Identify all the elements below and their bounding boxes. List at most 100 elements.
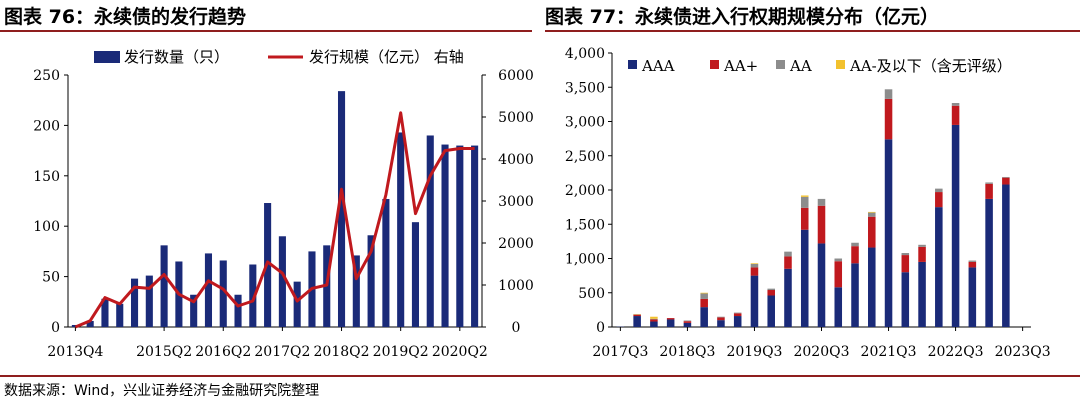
stacked-bar-aa (851, 242, 859, 247)
x-tick-label: 2020Q3 (793, 344, 849, 360)
issuance-count-bar (441, 144, 449, 327)
stacked-bar-aaplus (717, 317, 725, 321)
stacked-bar-aaa (666, 319, 675, 327)
issuance-size-line (74, 111, 475, 329)
stacked-bar-aa (683, 320, 692, 322)
stacked-bar-aaplus (935, 192, 943, 208)
issuance-count-bar (278, 236, 286, 327)
x-tick-label: 2020Q2 (432, 344, 488, 360)
y-left-tick-label: 150 (33, 169, 60, 185)
left-chart-title: 图表 76：永续债的发行趋势 (4, 6, 247, 28)
stacked-bar-aaplus (650, 319, 658, 322)
stacked-bar-aaa (951, 124, 960, 327)
stacked-bar-aaplus (968, 261, 977, 268)
stacked-bar-aaa (633, 316, 641, 327)
y-right-tick-label: 4000 (498, 152, 534, 168)
stacked-bar-aa (968, 260, 977, 262)
stacked-bar-aa- (868, 211, 876, 213)
stacked-bar-aa (901, 253, 910, 256)
stacked-bar-aaplus (901, 255, 910, 273)
issuance-count-bar (190, 294, 198, 327)
y-tick-label: 0 (596, 320, 605, 336)
stacked-bar-aa- (800, 195, 809, 197)
x-tick-label: 2016Q2 (195, 344, 251, 360)
stacked-bar-aaplus (851, 246, 859, 264)
x-tick-label: 2018Q3 (659, 344, 715, 360)
issuance-count-bar (249, 264, 257, 327)
y-left-tick-label: 0 (51, 320, 60, 336)
stacked-bar-aaa (767, 295, 775, 327)
stacked-bar-aa- (650, 316, 658, 319)
stacked-bar-aaa (817, 243, 826, 327)
y-right-tick-label: 0 (512, 320, 521, 336)
stacked-bar-aaplus (784, 256, 792, 269)
issuance-count-bar (426, 135, 434, 327)
stacked-bar-aa (817, 198, 826, 206)
legend-swatch (836, 60, 845, 69)
stacked-bar-aaplus (700, 298, 708, 308)
issuance-count-bar (234, 294, 242, 327)
title-rule-left (0, 30, 532, 32)
stacked-bar-aa- (700, 292, 708, 294)
stacked-bar-aa- (750, 263, 759, 264)
stacked-bar-aaplus (750, 267, 759, 276)
stacked-bar-aaplus (868, 216, 876, 248)
stacked-bar-aa (935, 188, 943, 193)
y-left-tick-label: 50 (42, 270, 60, 286)
y-tick-label: 4,000 (565, 46, 605, 62)
stacked-bar-aa (800, 196, 809, 208)
legend-swatch (710, 60, 719, 69)
stacked-bar-aaa (868, 247, 876, 327)
issuance-count-bar (411, 222, 420, 327)
stacked-bar-aa (733, 312, 742, 314)
legend-label-size: 发行规模（亿元） 右轴 (309, 48, 464, 66)
stacked-bar-aaa (784, 268, 792, 327)
legend-swatch (776, 60, 785, 69)
y-right-tick-label: 6000 (498, 68, 534, 84)
stacked-bar-aa (884, 89, 893, 99)
stacked-bar-aaa (700, 307, 708, 327)
stacked-bar-aa (700, 293, 708, 299)
x-tick-label: 2021Q3 (861, 344, 917, 360)
legend-swatch (628, 60, 637, 69)
y-right-tick-label: 5000 (498, 110, 534, 126)
x-tick-label: 2023Q3 (995, 344, 1051, 360)
stacked-bar-aaa (901, 272, 910, 327)
stacked-bar-aa (1002, 176, 1010, 178)
issuance-count-bar (204, 253, 213, 327)
stacked-bar-aaplus (817, 205, 826, 244)
y-tick-label: 500 (578, 286, 605, 302)
stacked-bar-aa (951, 103, 960, 106)
stacked-bar-aa (767, 288, 775, 291)
y-right-tick-label: 3000 (498, 194, 534, 210)
x-tick-label: 2013Q4 (47, 344, 103, 360)
stacked-bar-aaplus (834, 261, 843, 288)
stacked-bar-aaplus (767, 290, 775, 296)
stacked-bar-aa (918, 244, 926, 247)
issuance-count-bar (367, 235, 375, 327)
y-left-tick-label: 100 (33, 219, 60, 235)
issuance-count-bar (397, 132, 405, 327)
stacked-bar-aaplus (683, 321, 692, 323)
y-right-tick-label: 1000 (498, 278, 534, 294)
y-tick-label: 2,000 (565, 183, 605, 199)
stacked-bar-aa (650, 318, 658, 320)
issuance-count-bar (116, 303, 124, 327)
stacked-bar-aaa (968, 267, 977, 327)
x-tick-label: 2017Q2 (254, 344, 310, 360)
stacked-bar-aa (717, 316, 725, 318)
stacked-bar-aaplus (918, 246, 926, 262)
y-tick-label: 3,500 (565, 80, 605, 96)
stacked-bar-aaplus (1002, 177, 1010, 185)
stacked-bar-aaplus (633, 314, 641, 317)
issuance-count-bar (337, 91, 346, 328)
x-tick-label: 2015Q2 (136, 344, 192, 360)
issuance-count-bar (101, 298, 109, 327)
issuance-count-bar (219, 260, 227, 327)
right-chart-title: 图表 77：永续债进入行权期规模分布（亿元） (545, 6, 940, 28)
stacked-bar-aaa (750, 275, 759, 327)
stacked-bar-aaa (884, 139, 893, 327)
stacked-bar-aa (784, 251, 792, 257)
y-right-tick-label: 2000 (498, 236, 534, 252)
stacked-bar-aaa (683, 322, 692, 327)
